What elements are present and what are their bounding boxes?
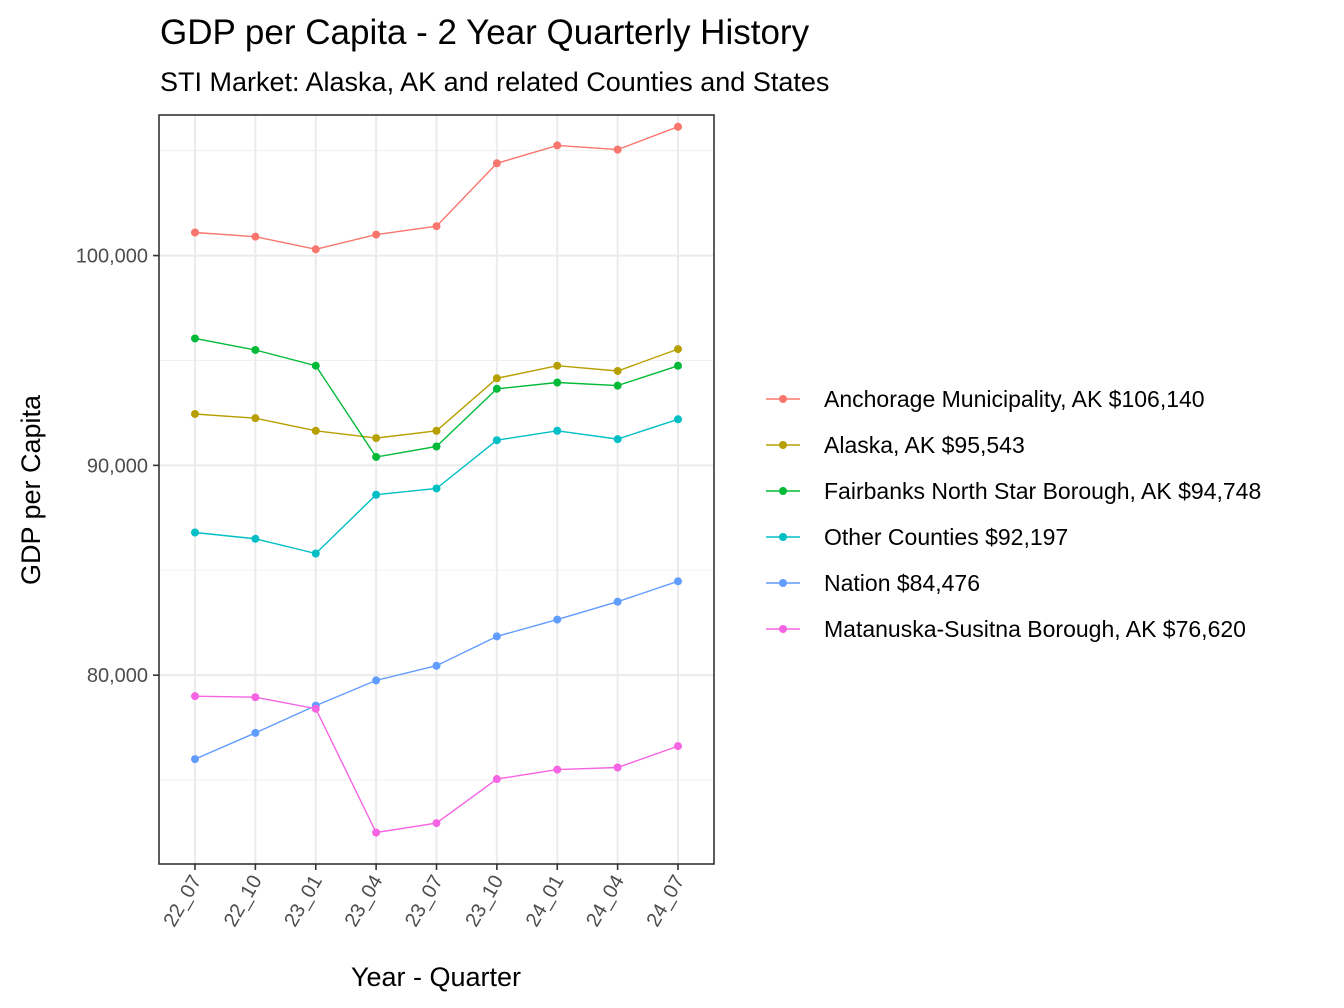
data-point <box>492 384 501 393</box>
data-point <box>674 742 682 751</box>
data-point <box>372 452 381 461</box>
data-point <box>432 222 441 231</box>
data-point <box>311 361 320 370</box>
legend-item: Matanuska-Susitna Borough, AK $76,620 <box>766 616 1246 642</box>
data-point <box>432 661 441 670</box>
data-point <box>311 245 320 254</box>
legend-item: Nation $84,476 <box>766 570 980 596</box>
data-point <box>553 426 562 435</box>
series-layer <box>191 122 682 837</box>
x-tick-label: 24_07 <box>642 872 689 931</box>
data-point <box>191 228 199 237</box>
data-point <box>613 435 622 444</box>
data-point <box>613 763 622 772</box>
x-tick-label: 22_10 <box>220 872 267 931</box>
data-point <box>432 426 441 435</box>
data-point <box>251 728 260 737</box>
series-1 <box>191 345 682 443</box>
x-tick-label: 24_01 <box>522 872 569 931</box>
y-tick-label: 80,000 <box>87 665 148 687</box>
data-point <box>674 122 682 131</box>
x-tick-label: 23_10 <box>461 872 508 931</box>
y-axis: 80,000 90,000 100,000 <box>76 246 159 687</box>
x-axis-title: Year - Quarter <box>351 962 521 992</box>
data-point <box>674 415 682 424</box>
legend-key-point <box>779 533 787 541</box>
data-point <box>674 361 682 370</box>
data-point <box>191 409 199 418</box>
legend-key-point <box>779 487 787 495</box>
y-axis-title: GDP per Capita <box>16 394 46 585</box>
chart-title: GDP per Capita - 2 Year Quarterly Histor… <box>160 13 810 52</box>
data-point <box>251 693 260 702</box>
legend-item: Other Counties $92,197 <box>766 524 1068 550</box>
data-point <box>553 615 562 624</box>
legend: Anchorage Municipality, AK $106,140 Alask… <box>766 386 1261 642</box>
x-tick-label: 23_07 <box>401 872 448 931</box>
data-point <box>613 381 622 390</box>
series-0 <box>191 122 682 254</box>
data-point <box>492 632 501 641</box>
data-point <box>372 676 381 685</box>
data-point <box>613 366 622 375</box>
data-point <box>191 692 199 701</box>
y-tick-label: 90,000 <box>87 455 148 477</box>
data-point <box>311 704 320 713</box>
data-point <box>553 141 562 150</box>
data-point <box>372 828 381 837</box>
series-5 <box>191 692 682 837</box>
series-2 <box>191 334 682 461</box>
data-point <box>492 775 501 784</box>
data-point <box>674 345 682 354</box>
data-point <box>191 755 199 764</box>
data-point <box>251 414 260 423</box>
data-point <box>372 230 381 239</box>
x-tick-label: 23_04 <box>341 872 388 931</box>
data-point <box>553 361 562 370</box>
x-axis: 22_07 22_10 23_01 23_04 23_07 23_10 24_01 24_04… <box>159 864 689 931</box>
data-point <box>492 374 501 383</box>
data-point <box>311 549 320 558</box>
data-point <box>432 819 441 828</box>
data-point <box>251 232 260 241</box>
legend-item: Alaska, AK $95,543 <box>766 432 1025 458</box>
legend-label: Fairbanks North Star Borough, AK $94,748 <box>824 478 1261 504</box>
data-point <box>432 442 441 451</box>
data-point <box>372 434 381 443</box>
data-point <box>191 334 199 343</box>
data-point <box>613 145 622 154</box>
data-point <box>553 378 562 387</box>
legend-label: Matanuska-Susitna Borough, AK $76,620 <box>824 616 1246 642</box>
legend-item: Fairbanks North Star Borough, AK $94,748 <box>766 478 1261 504</box>
legend-label: Nation $84,476 <box>824 570 980 596</box>
chart-subtitle: STI Market: Alaska, AK and related Count… <box>160 67 829 97</box>
y-tick-label: 100,000 <box>76 246 148 268</box>
legend-label: Alaska, AK $95,543 <box>824 432 1025 458</box>
legend-label: Anchorage Municipality, AK $106,140 <box>824 386 1205 412</box>
legend-key-point <box>779 441 787 449</box>
x-tick-label: 23_01 <box>280 872 327 931</box>
legend-key-point <box>779 395 787 403</box>
data-point <box>492 159 501 168</box>
data-point <box>311 426 320 435</box>
x-tick-label: 22_07 <box>159 872 206 931</box>
legend-label: Other Counties $92,197 <box>824 524 1068 550</box>
data-point <box>432 484 441 493</box>
data-point <box>191 528 199 537</box>
data-point <box>553 765 562 774</box>
data-point <box>251 534 260 543</box>
legend-key-point <box>779 579 787 587</box>
data-point <box>492 436 501 445</box>
legend-item: Anchorage Municipality, AK $106,140 <box>766 386 1205 412</box>
series-3 <box>191 415 682 558</box>
legend-key-point <box>779 625 787 633</box>
x-tick-label: 24_04 <box>582 872 629 931</box>
data-point <box>613 597 622 606</box>
data-point <box>372 490 381 499</box>
data-point <box>674 577 682 586</box>
data-point <box>251 345 260 354</box>
